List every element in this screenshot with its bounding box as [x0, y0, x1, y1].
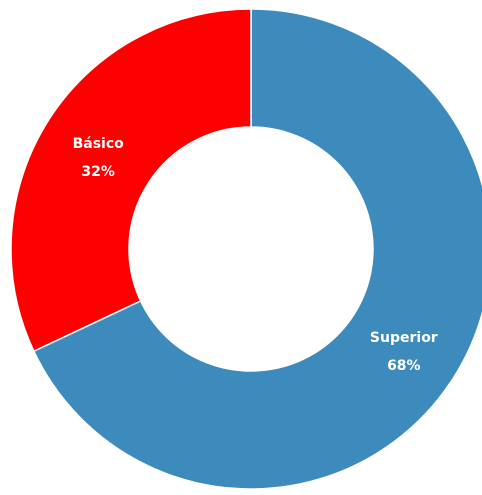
slice-value-basico: 32% — [81, 164, 115, 180]
slices-layer — [10, 8, 482, 490]
slice-basico[interactable] — [10, 8, 252, 353]
slice-superior[interactable] — [32, 8, 482, 490]
slice-label-superior: Superior — [370, 330, 438, 346]
slice-value-superior: 68% — [387, 358, 421, 374]
labels-layer: Superior 68% Básico 32% — [73, 136, 438, 374]
slice-label-basico: Básico — [73, 136, 125, 152]
